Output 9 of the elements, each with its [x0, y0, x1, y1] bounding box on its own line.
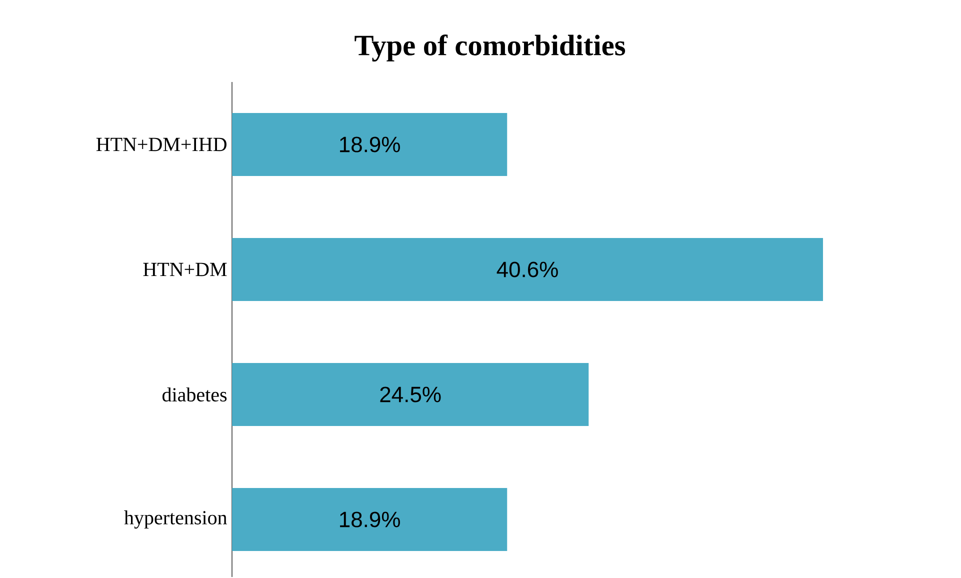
- data-label: 18.9%: [340, 136, 400, 153]
- y-tick-label: diabetes: [162, 388, 227, 402]
- y-tick-label: HTN+DM: [143, 263, 227, 276]
- data-label: 24.5%: [380, 386, 441, 403]
- y-tick-label: hypertension: [124, 510, 228, 529]
- y-tick-label: HTN+DM+IHD: [96, 138, 226, 152]
- data-label: 40.6%: [496, 262, 558, 278]
- chart-title: Type of comorbidities: [354, 34, 626, 62]
- data-label: 18.9%: [340, 512, 400, 528]
